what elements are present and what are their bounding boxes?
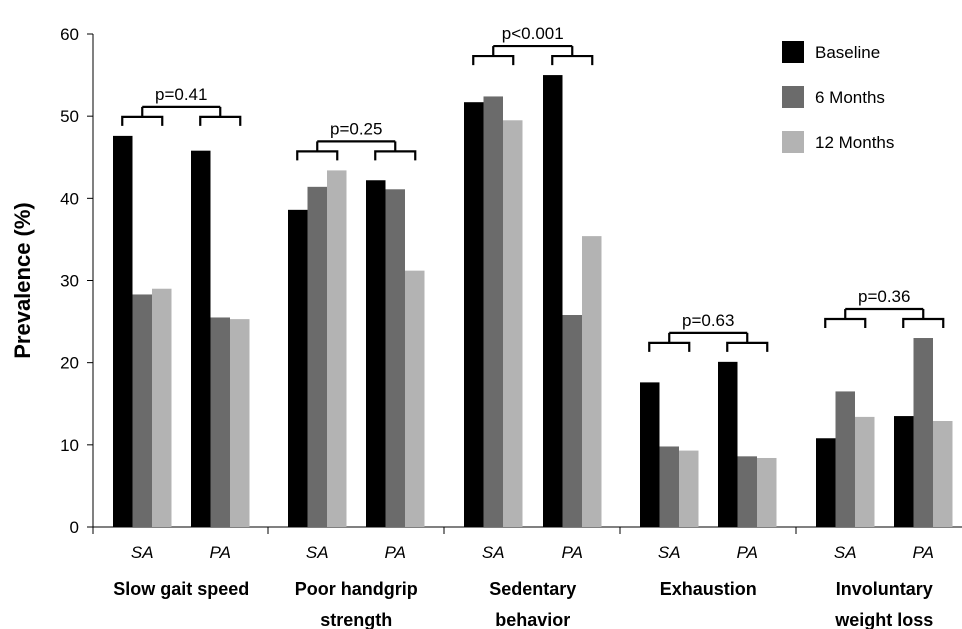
bar-involuntary-weight-loss-pa-2 [913, 338, 933, 527]
p-value-label: p=0.36 [858, 287, 910, 306]
bracket-cap [902, 317, 945, 329]
bracket-cap [374, 150, 417, 161]
bar-slow-gait-speed-pa-3 [230, 319, 250, 527]
bracket-cap [824, 317, 867, 329]
y-tick-label: 0 [70, 518, 79, 537]
bar-exhaustion-sa-3 [679, 450, 699, 527]
bracket-cap [296, 150, 339, 161]
bar-poor-handgrip-strength-pa-3 [405, 270, 425, 527]
bracket-cap [199, 115, 242, 126]
bar-exhaustion-pa-2 [737, 456, 757, 527]
sub-label: PA [913, 543, 934, 562]
bar-exhaustion-sa-2 [659, 446, 679, 527]
y-tick-label: 20 [60, 354, 79, 373]
legend-label: 12 Months [815, 133, 894, 152]
sub-label: SA [306, 543, 329, 562]
bracket-cap [726, 341, 769, 352]
group-label: Exhaustion [660, 579, 757, 599]
bar-slow-gait-speed-sa-3 [152, 288, 172, 527]
group-label: Slow gait speed [113, 579, 249, 599]
bracket-cap [648, 341, 691, 352]
sub-label: SA [482, 543, 505, 562]
y-tick-label: 50 [60, 107, 79, 126]
bar-sedentary-behavior-sa-2 [483, 96, 503, 528]
bar-slow-gait-speed-sa-1 [113, 135, 133, 528]
group-label: Involuntary [836, 579, 933, 599]
bar-exhaustion-pa-1 [718, 361, 738, 527]
legend-swatch [782, 86, 804, 108]
p-value-label: p=0.25 [330, 119, 382, 138]
bar-involuntary-weight-loss-sa-1 [816, 438, 836, 527]
bar-poor-handgrip-strength-pa-1 [366, 180, 386, 528]
y-tick-label: 60 [60, 25, 79, 44]
group-label: weight loss [834, 610, 933, 629]
sub-label: SA [131, 543, 154, 562]
group-label: strength [320, 610, 392, 629]
group-label: Sedentary [489, 579, 576, 599]
sub-label: PA [737, 543, 758, 562]
p-value-label: p=0.41 [155, 85, 207, 104]
bar-sedentary-behavior-pa-3 [582, 236, 602, 527]
bar-slow-gait-speed-pa-1 [191, 150, 211, 527]
bracket-cap [472, 54, 515, 66]
bar-involuntary-weight-loss-sa-3 [855, 416, 875, 527]
y-tick-label: 40 [60, 189, 79, 208]
legend-label: Baseline [815, 43, 880, 62]
legend-swatch [782, 131, 804, 153]
bar-poor-handgrip-strength-sa-2 [307, 186, 327, 527]
bar-involuntary-weight-loss-sa-2 [835, 391, 855, 527]
p-value-label: p=0.63 [682, 311, 734, 330]
bar-involuntary-weight-loss-pa-1 [894, 416, 914, 527]
bar-poor-handgrip-strength-pa-2 [385, 189, 405, 528]
y-axis-title: Prevalence (%) [10, 202, 35, 359]
bar-sedentary-behavior-sa-3 [503, 120, 523, 528]
y-tick-label: 10 [60, 436, 79, 455]
sub-label: PA [562, 543, 583, 562]
bar-exhaustion-sa-1 [640, 382, 660, 527]
legend-label: 6 Months [815, 88, 885, 107]
bar-sedentary-behavior-pa-2 [562, 315, 582, 527]
bracket-cap [121, 115, 164, 126]
bar-poor-handgrip-strength-sa-1 [288, 209, 308, 527]
sub-label: PA [210, 543, 231, 562]
sub-label: SA [658, 543, 681, 562]
bar-sedentary-behavior-pa-1 [543, 75, 563, 527]
legend-swatch [782, 41, 804, 63]
group-label: behavior [495, 610, 570, 629]
sub-label: PA [385, 543, 406, 562]
bar-exhaustion-pa-3 [757, 457, 777, 527]
bar-slow-gait-speed-sa-2 [132, 294, 152, 527]
group-label: Poor handgrip [295, 579, 418, 599]
sub-label: SA [834, 543, 857, 562]
bar-poor-handgrip-strength-sa-3 [327, 170, 347, 527]
bar-sedentary-behavior-sa-1 [464, 102, 484, 527]
y-tick-label: 30 [60, 272, 79, 291]
bracket-cap [551, 54, 594, 66]
bar-involuntary-weight-loss-pa-3 [933, 421, 953, 527]
p-value-label: p<0.001 [502, 24, 564, 43]
bar-slow-gait-speed-pa-2 [210, 317, 230, 527]
